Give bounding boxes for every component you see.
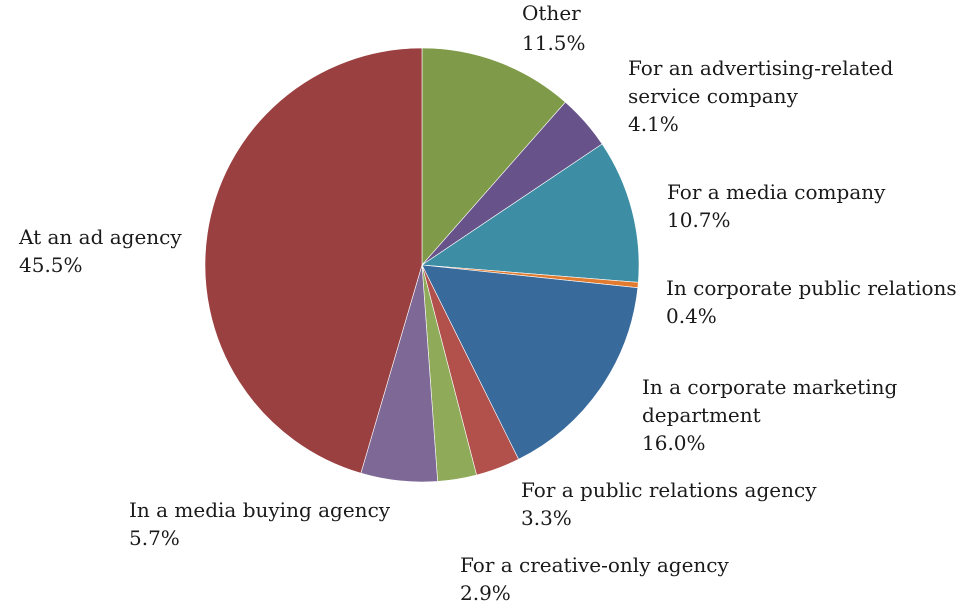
slice-value-label: 2.9% xyxy=(460,581,511,605)
slice-label: In a media buying agency 5.7% xyxy=(129,498,391,550)
slice-name-label: For a media company xyxy=(667,180,886,204)
slice-label: In a corporate marketing department 16.0% xyxy=(642,375,898,455)
slice-label: For an advertising-related service compan… xyxy=(628,56,893,136)
slice-value-label: 10.7% xyxy=(667,208,731,232)
slice-value-label: 16.0% xyxy=(642,431,706,455)
pie-labels: Other 11.5% For an advertising-related serv… xyxy=(18,1,957,605)
slice-label: For a creative-only agency 2.9% xyxy=(460,553,729,605)
slice-label: For a media company 10.7% xyxy=(667,180,886,232)
slice-name-label: Other xyxy=(522,1,581,25)
slice-label: At an ad agency 45.5% xyxy=(18,225,182,277)
slice-name-label: For a public relations agency xyxy=(521,478,817,502)
pie-slice-for-a-media-company xyxy=(421,143,640,283)
slice-value-label: 5.7% xyxy=(129,526,180,550)
slice-label: For a public relations agency 3.3% xyxy=(521,478,817,530)
pie-slice-at-an-ad-agency xyxy=(204,47,423,474)
slice-value-label: 3.3% xyxy=(521,506,572,530)
slice-value-label: 11.5% xyxy=(522,31,586,55)
slice-value-label: 45.5% xyxy=(19,253,83,277)
pie-slice-other xyxy=(421,47,566,266)
slice-value-label: 4.1% xyxy=(628,112,679,136)
pie-slice-in-a-corporate-marketing-department xyxy=(421,264,639,460)
slice-value-label: 0.4% xyxy=(666,304,717,328)
slice-name-label: service company xyxy=(628,84,799,108)
slice-name-label: At an ad agency xyxy=(18,225,182,249)
slice-name-label: department xyxy=(642,403,761,427)
slice-name-label: For a creative-only agency xyxy=(460,553,729,577)
slice-label: Other 11.5% xyxy=(522,1,586,55)
pie-slices xyxy=(204,47,640,483)
slice-name-label: In corporate public relations xyxy=(666,276,957,300)
slice-name-label: In a corporate marketing xyxy=(642,375,898,399)
slice-name-label: For an advertising-related xyxy=(628,56,893,80)
slice-label: In corporate public relations 0.4% xyxy=(666,276,957,328)
slice-name-label: In a media buying agency xyxy=(129,498,391,522)
